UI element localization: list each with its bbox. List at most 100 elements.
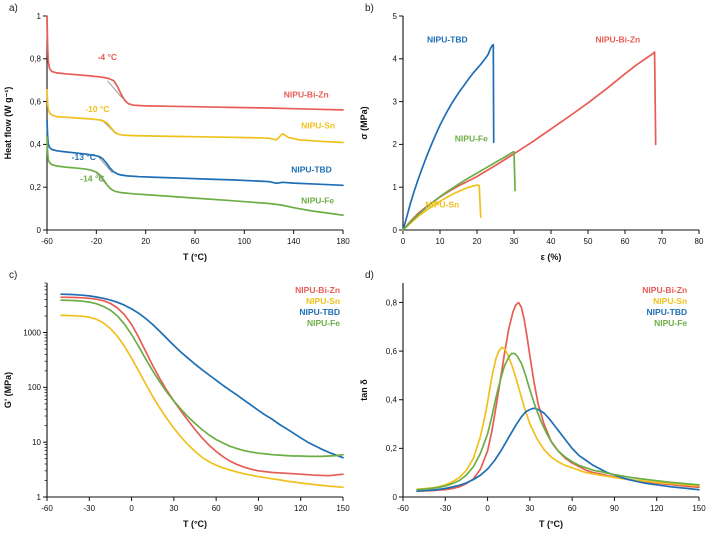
y-axis-label: σ (MPa) [359,106,369,139]
series-NIPU-Bi-Zn [60,296,344,477]
x-axis-label: ε (%) [541,252,562,262]
x-tick-label: 10 [436,237,445,246]
panel-label-d: d) [365,270,374,281]
y-tick-label: 0,2 [30,183,42,192]
x-tick-label: 80 [695,237,704,246]
series-NIPU-Fe [60,299,344,458]
series-NIPU-Fe [46,136,344,217]
x-tick-label: 60 [191,237,200,246]
y-tick-label: 0,4 [386,396,398,405]
storage-modulus-chart: -60 -30 0 30 60 90 120 150 1 10 100 1000 T (°C) G' (M… [3,282,350,529]
legend-entry: NIPU-Bi-Zn [295,285,340,295]
x-axis-label: T (°C) [183,519,207,529]
x-tick-label: 120 [650,504,664,513]
series-NIPU-Sn [60,314,344,489]
y-axis-label: tan δ [359,379,369,401]
stress-strain-chart: 0 10 20 30 40 50 60 70 80 0 1 2 3 4 5 ε (%) σ (MPa) NIPU-… [359,12,704,262]
x-tick-label: 0 [485,504,490,513]
series-NIPU-Fe [416,352,700,491]
y-tick-label: 0,6 [386,347,398,356]
curve-label: NIPU-TBD [291,165,332,175]
x-tick-label: -60 [397,504,409,513]
y-tick-label: 10 [32,438,41,447]
y-tick-label: 0,6 [30,97,42,106]
legend-entry: NIPU-TBD [647,307,688,317]
y-tick-label: 0,2 [386,444,398,453]
y-axis-label: Heat flow (W g⁻¹) [3,87,13,160]
panel-label-b: b) [365,3,374,14]
legend-entry: NIPU-Sn [306,296,340,306]
series-NIPU-TBD [46,118,344,187]
curve-label: -10 °C [85,104,109,114]
curve-label: NIPU-TBD [427,35,468,45]
x-tick-label: 100 [238,237,252,246]
x-tick-label: 90 [254,504,263,513]
y-tick-label: 1000 [23,328,41,337]
x-tick-label: -60 [41,504,53,513]
curve-label: -14 °C [80,173,104,183]
series-NIPU-Sn [46,88,344,144]
y-tick-label: 0 [37,226,42,235]
panel-b-stress-strain: b) 0 10 20 30 40 50 60 70 80 0 1 2 3 4 5 ε (%) σ (MPa) NI… [356,0,712,267]
series-NIPU-Sn [416,346,700,491]
curve-label: -13 °C [72,152,96,162]
x-tick-label: -30 [440,504,452,513]
y-tick-label: 1 [37,12,42,21]
x-axis-label: T (°C) [183,252,207,262]
curve-label: -4 °C [98,52,117,62]
tangent-mark [107,80,123,99]
legend-entry: NIPU-Bi-Zn [642,285,687,295]
series-NIPU-Sn [402,184,482,231]
curve-label: NIPU-Sn [301,120,335,130]
y-tick-label: 2 [393,140,398,149]
y-tick-label: 0 [393,493,398,502]
y-tick-label: 5 [393,12,398,21]
series-NIPU-TBD [416,407,700,493]
x-tick-label: 140 [287,237,301,246]
dsc-heat-flow-chart: -60 -20 20 60 100 140 180 0 0,2 0,4 0,6 0,8 1 T (°C) H… [3,12,350,262]
tangent-mark [97,155,113,174]
panel-c-storage-modulus: c) -60 -30 0 30 60 90 120 150 1 10 100 1000 T (°C) G'… [0,267,356,534]
x-tick-label: 20 [473,237,482,246]
curve-label: NIPU-Fe [301,195,334,205]
x-axis-label: T (°C) [539,519,563,529]
series-NIPU-Fe [402,150,516,231]
y-tick-label: 3 [393,97,398,106]
series-NIPU-Bi-Zn [46,15,344,111]
curve-label: NIPU-Bi-Zn [284,90,329,100]
x-tick-label: 30 [169,504,178,513]
x-tick-label: 50 [584,237,593,246]
tan-delta-chart: -60 -30 0 30 60 90 120 150 0 0,2 0,4 0,6 0,8 T (°C) ta… [359,283,706,529]
panel-label-c: c) [9,270,18,281]
x-tick-label: -20 [91,237,103,246]
x-tick-label: 0 [129,504,134,513]
curve-label: NIPU-Sn [425,200,459,210]
y-tick-label: 0 [393,226,398,235]
x-tick-label: 60 [212,504,221,513]
curve-label: NIPU-Fe [455,133,488,143]
x-tick-label: 40 [547,237,556,246]
legend-entry: NIPU-Fe [307,318,340,328]
panel-d-tan-delta: d) -60 -30 0 30 60 90 120 150 0 0,2 0,4 0,6 0,8 T (°C… [356,267,712,534]
legend-entry: NIPU-Fe [654,318,687,328]
x-tick-label: 60 [568,504,577,513]
x-tick-label: 30 [525,504,534,513]
x-tick-label: 90 [610,504,619,513]
y-tick-label: 100 [28,383,42,392]
y-tick-label: 1 [37,493,42,502]
legend-entry: NIPU-Sn [653,296,687,306]
x-tick-label: 70 [658,237,667,246]
x-tick-label: -60 [41,237,53,246]
curve-label: NIPU-Bi-Zn [595,35,640,45]
x-tick-label: 180 [336,237,350,246]
panel-a-dsc: a) -60 -20 20 60 100 140 180 0 0,2 0,4 0,6 0,8 1 T (°… [0,0,356,267]
y-tick-label: 4 [393,55,398,64]
x-tick-label: -30 [84,504,96,513]
x-tick-label: 60 [621,237,630,246]
y-axis-label: G' (MPa) [3,372,13,408]
x-tick-label: 20 [141,237,150,246]
x-tick-label: 120 [294,504,308,513]
x-tick-label: 150 [336,504,350,513]
legend-entry: NIPU-TBD [299,307,340,317]
